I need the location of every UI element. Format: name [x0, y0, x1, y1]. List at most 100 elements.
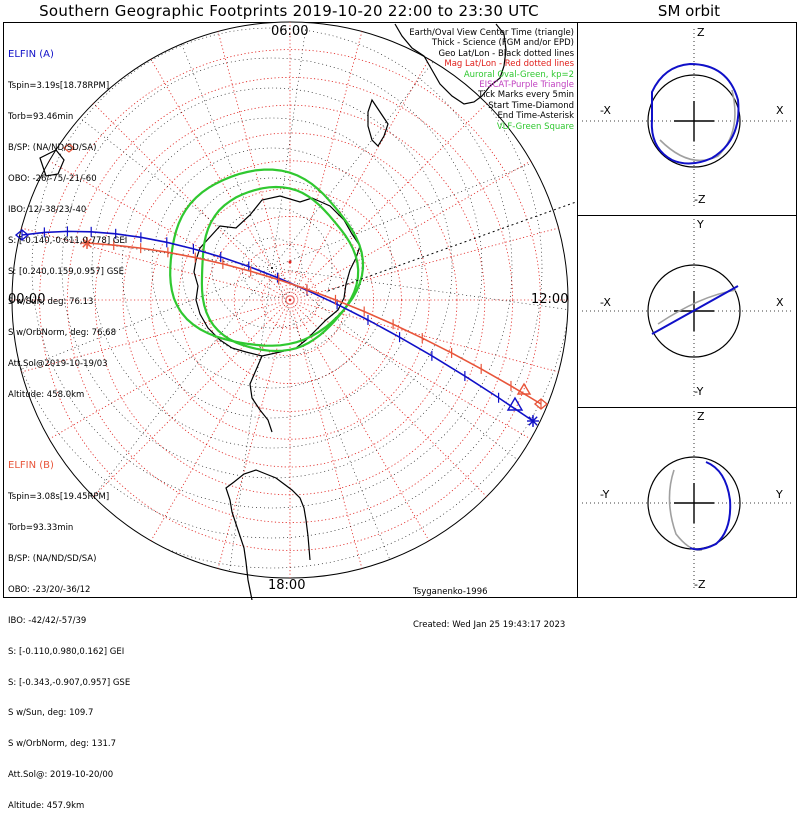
- geo-lat-circle: [12, 22, 543, 539]
- mag-lat-circle: [261, 271, 319, 329]
- orbit1-label-bottom: -Z: [694, 193, 706, 206]
- map-label-left: 00:00: [8, 292, 46, 307]
- elfin-b-line: Tspin=3.08s[19.45RPM]: [8, 492, 110, 503]
- geo-lon-line: [271, 267, 396, 575]
- geo-lon-line: [225, 267, 273, 578]
- south-america-coast: [225, 469, 311, 600]
- coastlines: [39, 23, 507, 600]
- elfin-b-track: [81, 237, 549, 410]
- mag-grid: [12, 22, 568, 578]
- elfin-b-line: B/SP: (NA/ND/SD/SA): [8, 553, 97, 564]
- main-title: Southern Geographic Footprints 2019-10-2…: [39, 2, 539, 20]
- orbit-a-path: [651, 285, 739, 335]
- geo-lon-line: [271, 144, 568, 269]
- orbit-title: SM orbit: [657, 2, 721, 20]
- orbit-b-path: [657, 289, 737, 325]
- orbit-b-path: [668, 469, 703, 551]
- model-credit: Tsyganenko-1996: [413, 587, 488, 597]
- auroral-ovals: [169, 168, 365, 353]
- orbit-panel-3: [582, 411, 794, 591]
- elfin-a-line: S: [-0.140,-0.611,0.778] GEI: [8, 235, 128, 246]
- orbit1-label-left: -X: [600, 104, 611, 117]
- orbit3-label-bottom: -Z: [694, 578, 706, 591]
- elfin-b-line: Altitude: 457.9km: [8, 801, 85, 812]
- elfin-a-line: S w/Sun, deg: 76.13: [8, 297, 94, 308]
- elfin-b-line: S w/Sun, deg: 109.7: [8, 708, 94, 719]
- footprint-tracks: [14, 143, 549, 427]
- geo-lat-circle: [241, 237, 303, 299]
- elfin-b-line: S: [-0.343,-0.907,0.957] GSE: [8, 677, 131, 688]
- orbit-a-path: [689, 461, 732, 551]
- mag-lat-circle: [150, 160, 430, 440]
- orbit-plots: [582, 29, 794, 591]
- elfin-a-line: IBO: 12/-38/23/-40: [8, 204, 87, 215]
- legend-item: End Time-Asterisk: [497, 111, 574, 122]
- geo-lat-circle: [61, 57, 483, 479]
- legend-item: Mag Lat/Lon - Red dotted lines: [444, 59, 574, 70]
- geo-lat-circle: [121, 117, 423, 419]
- vlf-marker: [63, 143, 75, 153]
- geo-lon-line: [271, 267, 533, 472]
- auroral-oval-outer: [169, 168, 365, 347]
- auroral-oval-inner: [200, 185, 360, 353]
- elfin-a-line: S: [0.240,0.159,0.957] GSE: [8, 266, 125, 277]
- elfin-b-line: OBO: -23/20/-36/12: [8, 584, 91, 595]
- mag-lat-circle: [39, 49, 541, 551]
- orbit-frame: [577, 22, 797, 598]
- elfin-a-end-asterisk: [527, 415, 539, 427]
- antarctica-coast: [193, 195, 361, 357]
- orbit2-label-bottom: -Y: [694, 385, 704, 398]
- orbit1-label-right: X: [776, 104, 784, 117]
- mag-pole-marker: [288, 260, 292, 264]
- map-label-top: 06:00: [271, 24, 309, 39]
- footprint-figure: [3, 21, 797, 600]
- orbit2-label-left: -X: [600, 296, 611, 309]
- orbit3-label-left: -Y: [600, 488, 610, 501]
- geo-lat-circle: [91, 87, 453, 449]
- elfin-a-info: ELFIN (A) Tspin=3.19s[18.78RPM] Torb=93.…: [8, 28, 127, 411]
- orbit-a-path: [650, 62, 740, 165]
- geo-lat-circle: [211, 207, 333, 329]
- africa-coast: [39, 149, 65, 177]
- new-zealand-coast: [367, 98, 389, 147]
- legend-item: Thick - Science (FGM and/or EPD): [431, 38, 574, 49]
- elfin-a-center-triangle: [506, 396, 524, 411]
- view-center-line: [327, 201, 577, 292]
- asterisk-stroke: [528, 416, 538, 426]
- geo-lat-circle: [151, 147, 393, 389]
- orbit-panel-2: [582, 219, 794, 399]
- elfin-b-info: ELFIN (B) Tspin=3.08s[19.45RPM] Torb=93.…: [8, 439, 130, 822]
- geo-lat-circle: [31, 27, 513, 509]
- elfin-a-line: Tspin=3.19s[18.78RPM]: [8, 81, 110, 92]
- elfin-b-line: IBO: -42/42/-57/39: [8, 615, 87, 626]
- legend-item: Earth/Oval View Center Time (triangle): [409, 28, 574, 38]
- created-credit: Created: Wed Jan 25 19:43:17 2023: [413, 620, 566, 630]
- geo-lon-line: [68, 267, 273, 529]
- antarctic-peninsula: [249, 355, 273, 433]
- elfin-a-start-diamond: [14, 229, 30, 241]
- elfin-b-line: Torb=93.33min: [8, 523, 74, 534]
- elfin-a-line: S w/OrbNorm, deg: 76.68: [8, 328, 117, 339]
- credits: Tsyganenko-1996 Created: Wed Jan 25 19:4…: [413, 565, 565, 642]
- elfin-b-line: S: [-0.110,0.980,0.162] GEI: [8, 646, 125, 657]
- elfin-a-line: Torb=93.46min: [8, 112, 74, 123]
- elfin-b-name: ELFIN (B): [8, 459, 54, 471]
- elfin-b-line: Att.Sol@: 2019-10-20/00: [8, 770, 114, 781]
- mag-lat-circle: [178, 188, 402, 412]
- asterisk-stroke: [82, 238, 92, 248]
- map-label-right: 12:00: [531, 292, 569, 307]
- elfin-b-end-diamond: [533, 398, 549, 410]
- elfin-b-center-triangle: [516, 382, 532, 395]
- geo-lon-line: [271, 22, 476, 269]
- legend-item: Geo Lat/Lon - Black dotted lines: [438, 48, 574, 59]
- orbit1-label-top: Z: [697, 26, 705, 39]
- geo-lon-line: [12, 64, 273, 269]
- legend-item: EISCAT-Purple Triangle: [479, 80, 574, 91]
- mag-lat-circle: [66, 76, 514, 524]
- elfin-b-start-asterisk: [81, 237, 93, 249]
- elfin-a-name: ELFIN (A): [8, 48, 54, 60]
- orbit-b-path: [659, 89, 736, 162]
- legend: Earth/Oval View Center Time (triangle) T…: [409, 28, 574, 132]
- earth-circle: [647, 74, 741, 168]
- mag-lat-circle: [233, 243, 347, 357]
